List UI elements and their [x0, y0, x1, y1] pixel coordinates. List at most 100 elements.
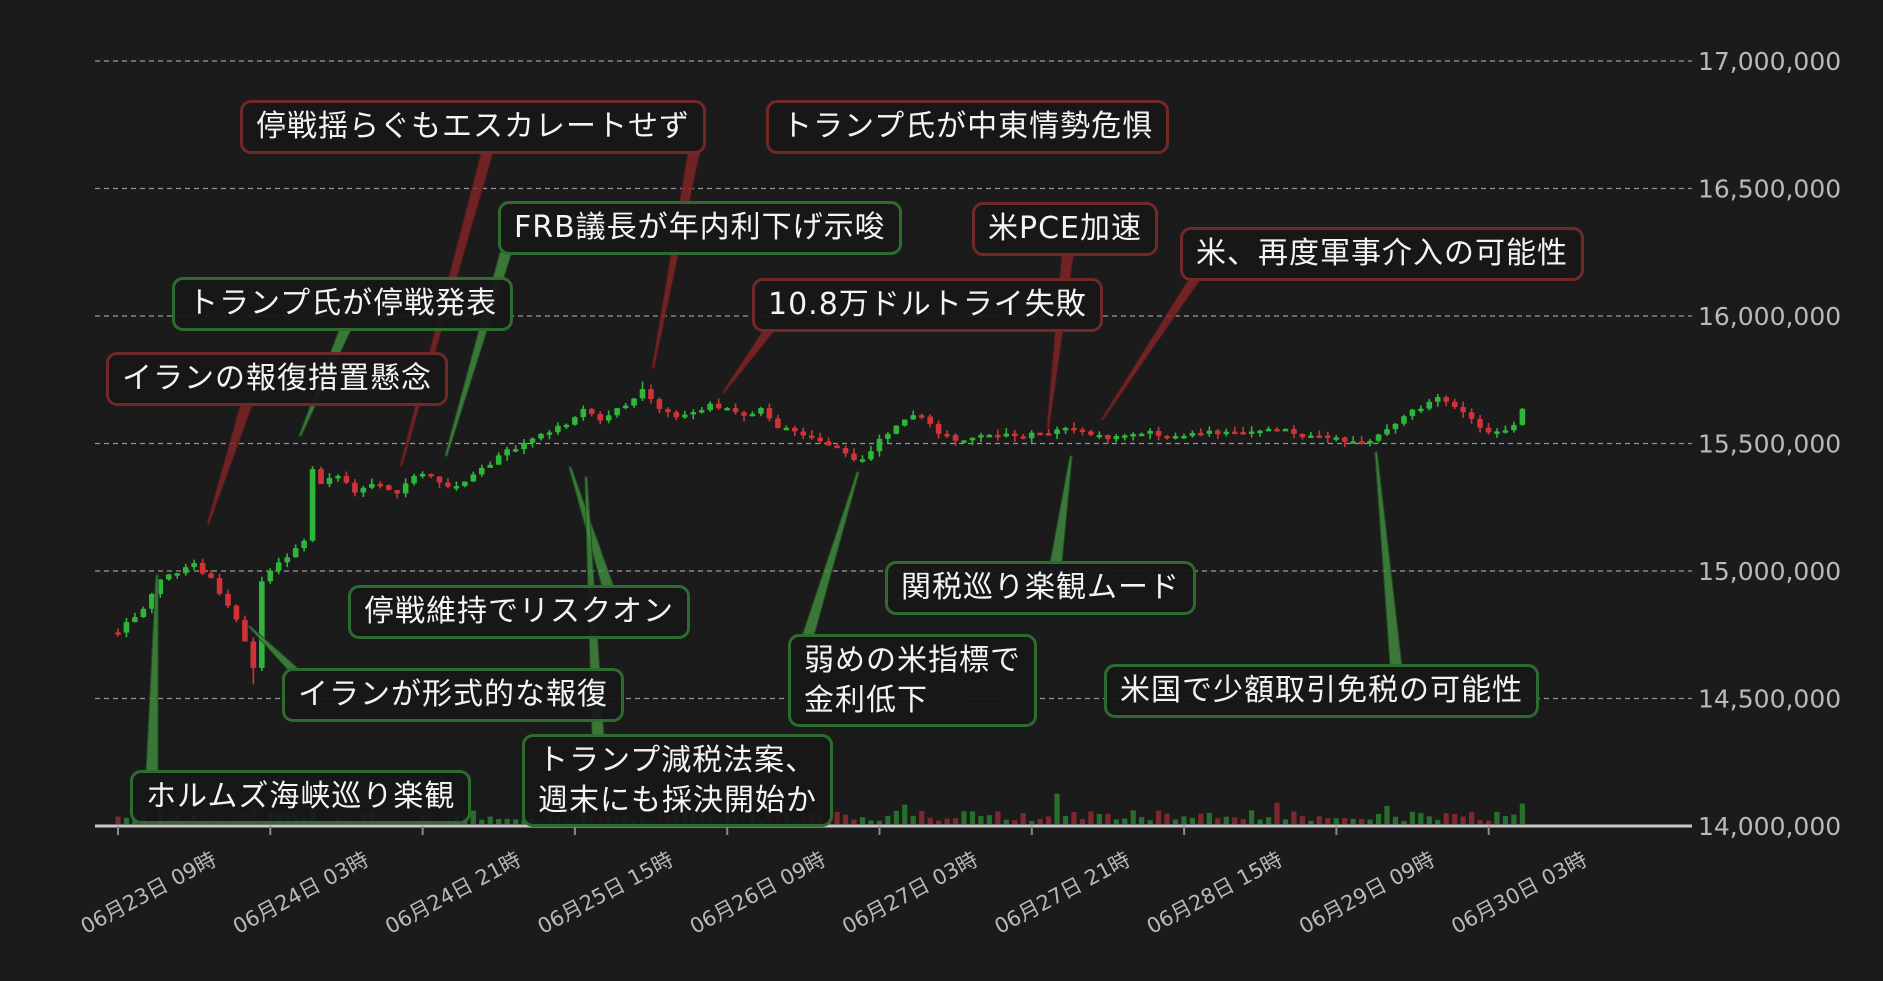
candle-body	[597, 414, 604, 421]
candle-body	[1037, 432, 1043, 436]
candle-body	[656, 399, 663, 410]
candle-body	[682, 414, 688, 418]
candle-body	[901, 419, 908, 426]
y-axis-label: 14,000,000	[1698, 812, 1841, 841]
volume-bar	[876, 820, 882, 824]
candle-body	[1172, 436, 1179, 439]
annotation-box: 米、再度軍事介入の可能性	[1180, 227, 1584, 281]
x-axis-label: 06月29日 09時	[1295, 847, 1439, 939]
candle-body	[758, 407, 764, 414]
candle-body	[1020, 436, 1027, 439]
annotation-text: トランプ氏が停戦発表	[188, 286, 498, 321]
candle-body	[225, 593, 231, 606]
candle-body	[275, 562, 282, 571]
volume-bar	[1071, 812, 1077, 824]
candle-body	[614, 408, 620, 416]
annotation-pointer-line	[1049, 455, 1073, 564]
candle-body	[1274, 428, 1280, 432]
annotation-box: 米PCE加速	[972, 202, 1158, 256]
candle-body	[842, 448, 849, 454]
candle-body	[385, 485, 392, 491]
candle-body	[1147, 430, 1153, 434]
candle-body	[360, 487, 367, 493]
candle-body	[859, 459, 866, 462]
candle-body	[1494, 431, 1500, 434]
candle-body	[343, 475, 350, 483]
candle-body	[445, 482, 451, 487]
volume-bar	[115, 816, 121, 824]
candle-body	[1223, 431, 1230, 435]
x-axis-label: 06月24日 21時	[381, 847, 525, 939]
volume-bar	[1443, 813, 1449, 824]
volume-bar	[1088, 811, 1094, 824]
candle-body	[1333, 437, 1340, 440]
volume-bar	[936, 820, 942, 824]
candle-body	[191, 563, 197, 568]
candle-body	[893, 425, 900, 434]
annotation-text: 停戦揺らぐもエスカレートせず	[256, 109, 690, 144]
candle-body	[1054, 429, 1060, 435]
candle-body	[555, 425, 561, 433]
candle-body	[825, 441, 832, 446]
candle-body	[1384, 429, 1390, 435]
volume-bar	[986, 815, 992, 824]
candle-body	[1164, 435, 1170, 439]
candle-body	[690, 411, 697, 415]
y-axis-label: 15,000,000	[1698, 557, 1841, 586]
candle-body	[1434, 396, 1441, 402]
annotation-text: 停戦維持でリスクオン	[364, 594, 674, 629]
annotation-text: 10.8万ドルトライ失敗	[768, 287, 1087, 322]
candle-body	[639, 389, 646, 399]
x-axis-label: 06月27日 21時	[991, 847, 1135, 939]
candle-body	[1248, 431, 1255, 435]
candle-body	[1265, 428, 1272, 432]
candle-body	[1282, 428, 1289, 432]
volume-bar	[1384, 805, 1390, 824]
candle-body	[529, 438, 536, 443]
candle-body	[216, 578, 223, 594]
candle-body	[741, 412, 747, 416]
candle-body	[910, 415, 917, 420]
candle-body	[1367, 440, 1373, 444]
candle-body	[1341, 437, 1348, 442]
volume-bar	[504, 818, 510, 824]
volume-bar	[1308, 820, 1314, 824]
volume-bar	[1316, 816, 1322, 824]
candle-body	[766, 407, 773, 419]
volume-bar	[978, 815, 984, 824]
volume-bar	[1012, 820, 1018, 824]
candle-body	[1426, 401, 1433, 409]
volume-bar	[902, 804, 908, 824]
volume-bar	[123, 817, 130, 824]
candle-body	[563, 424, 570, 428]
candle-body	[715, 403, 722, 409]
candle-body	[1291, 428, 1297, 434]
candle-body	[115, 632, 121, 635]
candle-body	[1324, 435, 1331, 439]
volume-bar	[927, 817, 933, 824]
volume-bar	[885, 815, 891, 824]
volume-bar	[479, 819, 485, 824]
candle-body	[1308, 435, 1314, 438]
volume-bar	[1350, 818, 1356, 824]
volume-bar	[1426, 816, 1432, 824]
candle-body	[233, 605, 240, 620]
candle-body	[242, 619, 248, 642]
volume-bar	[1198, 813, 1204, 824]
annotation-text: イランの報復措置懸念	[122, 361, 432, 396]
volume-bar	[1232, 817, 1238, 824]
annotation-box: ホルムズ海峡巡り楽観	[130, 770, 472, 824]
candle-body	[394, 490, 400, 494]
candle-body	[453, 486, 460, 489]
annotation-box: 停戦維持でリスクオン	[348, 585, 690, 639]
volume-bar	[1164, 813, 1170, 824]
candle-body	[986, 434, 993, 438]
annotation-pointer-line	[1099, 279, 1201, 421]
candle-body	[1088, 431, 1094, 435]
candle-body	[673, 412, 680, 418]
candle-body	[1113, 436, 1120, 440]
x-axis-label: 06月24日 03時	[229, 847, 373, 939]
annotation-text: トランプ氏が中東情勢危惧	[782, 109, 1154, 144]
volume-bar	[1037, 818, 1043, 824]
candle-body	[182, 567, 189, 574]
